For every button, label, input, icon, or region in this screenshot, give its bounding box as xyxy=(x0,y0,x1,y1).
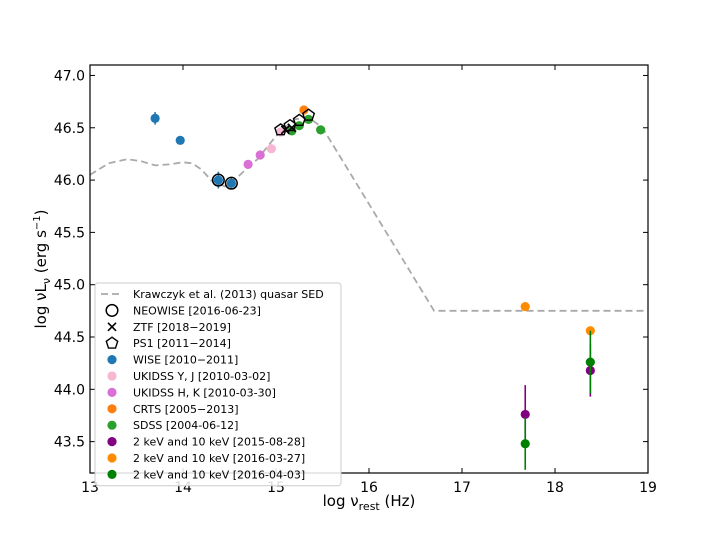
legend: Krawczyk et al. (2013) quasar SED NEOWISE… xyxy=(94,282,342,487)
legend-label: PS1 [2011−2014] xyxy=(133,337,231,350)
data-point xyxy=(520,409,530,420)
data-point xyxy=(301,108,316,121)
legend-label: UKIDSS H, K [2010-03-30] xyxy=(133,386,276,399)
plot-area xyxy=(89,105,648,470)
y-tick-label: 46.0 xyxy=(54,173,85,189)
y-tick-label: 47.0 xyxy=(54,68,85,84)
legend-box xyxy=(94,282,342,487)
legend-label: UKIDSS Y, J [2010-03-02] xyxy=(133,370,270,383)
legend-marker xyxy=(107,469,117,479)
data-point xyxy=(224,176,238,190)
legend-marker xyxy=(105,303,119,317)
legend-label: Krawczyk et al. (2013) quasar SED xyxy=(133,288,324,301)
legend-label: SDSS [2004-06-12] xyxy=(133,419,238,432)
legend-label: NEOWISE [2016-06-23] xyxy=(133,304,261,317)
x-tick-label: 18 xyxy=(546,480,564,496)
data-point xyxy=(266,144,276,154)
legend-marker xyxy=(107,453,117,463)
legend-marker xyxy=(107,322,117,332)
data-point xyxy=(585,357,595,367)
y-tick-label: 44.5 xyxy=(54,330,85,346)
axis-ticks: 13 14 15 16 17 18 1943.544.044.545.045.546.046… xyxy=(54,65,657,496)
legend-label: WISE [2010−2011] xyxy=(133,354,238,367)
data-point xyxy=(299,105,309,115)
data-point xyxy=(520,439,530,449)
y-axis-label: log νLν (erg s−1) xyxy=(32,210,53,329)
x-tick-label: 17 xyxy=(453,480,471,496)
legend-label: 2 keV and 10 keV [2016-03-27] xyxy=(133,452,305,465)
data-point xyxy=(175,135,185,145)
y-tick-label: 43.5 xyxy=(54,435,85,451)
legend-label: 2 keV and 10 keV [2015-08-28] xyxy=(133,436,305,449)
data-point xyxy=(316,125,326,135)
data-point xyxy=(150,113,160,123)
x-tick-label: 16 xyxy=(360,480,378,496)
legend-label: ZTF [2018−2019] xyxy=(133,321,231,334)
legend-marker xyxy=(107,387,117,397)
legend-marker xyxy=(107,371,117,381)
sed-curve xyxy=(89,116,648,312)
data-point xyxy=(226,178,236,188)
x-axis-label: log νrest (Hz) xyxy=(323,492,416,513)
x-tick-label: 13 xyxy=(81,480,99,496)
legend-marker xyxy=(107,404,117,414)
data-point xyxy=(520,302,530,312)
data-point xyxy=(243,159,253,169)
x-tick-label: 19 xyxy=(639,480,657,496)
data-point xyxy=(255,150,265,160)
data-point xyxy=(213,175,223,185)
legend-marker xyxy=(105,336,119,349)
legend-marker xyxy=(107,420,117,430)
legend-label: CRTS [2005−2013] xyxy=(133,403,239,416)
y-tick-label: 45.5 xyxy=(54,225,85,241)
y-tick-label: 46.5 xyxy=(54,121,85,137)
legend-marker xyxy=(107,355,117,365)
legend-marker xyxy=(107,437,117,447)
data-point xyxy=(211,173,225,187)
y-tick-label: 45.0 xyxy=(54,278,85,294)
legend-label: 2 keV and 10 keV [2016-04-03] xyxy=(133,468,305,481)
y-tick-label: 44.0 xyxy=(54,382,85,398)
